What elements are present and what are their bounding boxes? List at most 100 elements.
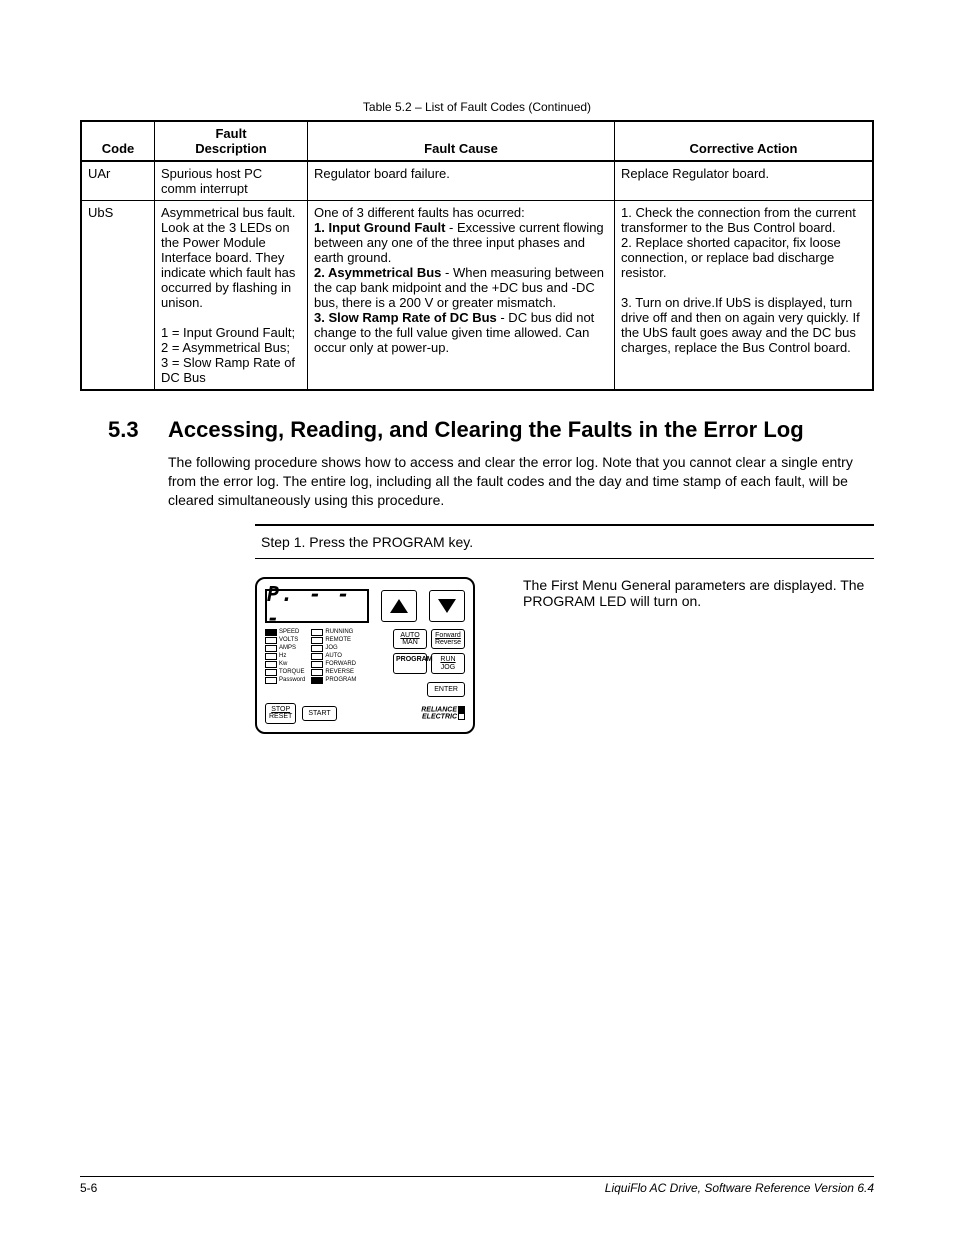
led-line: AUTO xyxy=(311,653,356,660)
cell-code: UAr xyxy=(81,161,155,201)
man-label: MAN xyxy=(402,639,418,646)
control-panel: P. - - - SPEED VOLTS AMPS Hz Kw TORQUE Passwor… xyxy=(255,577,475,734)
brand-bottom: ELECTRIC xyxy=(422,714,457,721)
cell-code: UbS xyxy=(81,201,155,391)
fault-table: Code Fault Description Fault Cause Corre… xyxy=(80,120,874,391)
led-line: REVERSE xyxy=(311,669,356,676)
th-code: Code xyxy=(81,121,155,161)
th-cause: Fault Cause xyxy=(308,121,615,161)
run-label: RUN xyxy=(440,656,455,663)
th-action: Corrective Action xyxy=(615,121,874,161)
stop-label: STOP xyxy=(271,706,290,713)
led-label: SPEED xyxy=(279,629,299,635)
doc-title: LiquiFlo AC Drive, Software Reference Ve… xyxy=(605,1181,874,1195)
table-caption: Table 5.2 – List of Fault Codes (Continu… xyxy=(80,100,874,114)
enter-button[interactable]: ENTER xyxy=(427,682,465,697)
page-number: 5-6 xyxy=(80,1181,97,1195)
auto-label: AUTO xyxy=(400,632,419,639)
led-label: JOG xyxy=(325,645,337,651)
panel-display: P. - - - xyxy=(265,589,369,623)
led-indicator-icon xyxy=(311,645,323,652)
triangle-down-icon xyxy=(438,599,456,613)
led-indicator-icon xyxy=(311,653,323,660)
program-button[interactable]: PROGRAM xyxy=(393,653,427,674)
led-label: PROGRAM xyxy=(325,677,356,683)
step-row: P. - - - SPEED VOLTS AMPS Hz Kw TORQUE Passwor… xyxy=(255,577,874,734)
down-arrow-button[interactable] xyxy=(429,590,465,622)
page-footer: 5-6 LiquiFlo AC Drive, Software Referenc… xyxy=(80,1176,874,1195)
led-line: REMOTE xyxy=(311,637,356,644)
led-indicator-icon xyxy=(311,629,323,636)
triangle-up-icon xyxy=(390,599,408,613)
led-line: Password xyxy=(265,677,305,684)
led-indicator-icon xyxy=(265,661,277,668)
led-label: VOLTS xyxy=(279,637,298,643)
cell-cause: One of 3 different faults has ocurred:1.… xyxy=(308,201,615,391)
brand-label: RELIANCE ELECTRIC xyxy=(421,706,465,721)
led-label: Password xyxy=(279,677,305,683)
led-indicator-icon xyxy=(311,669,323,676)
brand-top: RELIANCE xyxy=(421,706,457,713)
led-indicator-icon xyxy=(311,661,323,668)
led-line: SPEED xyxy=(265,629,305,636)
start-button[interactable]: START xyxy=(302,706,336,721)
led-line: RUNNING xyxy=(311,629,356,636)
led-indicator-icon xyxy=(265,637,277,644)
led-indicator-icon xyxy=(265,669,277,676)
reset-label: RESET xyxy=(269,713,292,720)
led-indicator-icon xyxy=(311,677,323,684)
led-indicator-icon xyxy=(265,677,277,684)
leds-left-column: SPEED VOLTS AMPS Hz Kw TORQUE Password xyxy=(265,629,305,697)
led-line: AMPS xyxy=(265,645,305,652)
led-label: REVERSE xyxy=(325,669,354,675)
brand-square-icon xyxy=(458,706,465,713)
led-line: JOG xyxy=(311,645,356,652)
section-paragraph: The following procedure shows how to acc… xyxy=(168,453,874,510)
led-line: FORWARD xyxy=(311,661,356,668)
step-instruction: Step 1. Press the PROGRAM key. xyxy=(255,524,874,559)
section-title: Accessing, Reading, and Clearing the Fau… xyxy=(168,417,874,443)
led-indicator-icon xyxy=(265,653,277,660)
led-label: REMOTE xyxy=(325,637,351,643)
led-label: Hz xyxy=(279,653,286,659)
led-line: Kw xyxy=(265,661,305,668)
led-indicator-icon xyxy=(265,645,277,652)
th-desc: Fault Description xyxy=(155,121,308,161)
led-line: PROGRAM xyxy=(311,677,356,684)
leds-right-column: RUNNING REMOTE JOG AUTO FORWARD REVERSE PROGRA… xyxy=(311,629,356,697)
table-row: UAr Spurious host PC comm interrupt Regu… xyxy=(81,161,873,201)
section-number: 5.3 xyxy=(80,417,168,443)
step-result: The First Menu General parameters are di… xyxy=(505,577,874,734)
led-label: FORWARD xyxy=(325,661,356,667)
panel-column: P. - - - SPEED VOLTS AMPS Hz Kw TORQUE Passwor… xyxy=(255,577,505,734)
led-label: TORQUE xyxy=(279,669,305,675)
cell-action: 1. Check the connection from the current… xyxy=(615,201,874,391)
led-line: Hz xyxy=(265,653,305,660)
forward-reverse-button[interactable]: ForwardReverse xyxy=(431,629,465,650)
led-label: AUTO xyxy=(325,653,342,659)
up-arrow-button[interactable] xyxy=(381,590,417,622)
led-line: VOLTS xyxy=(265,637,305,644)
cell-cause: Regulator board failure. xyxy=(308,161,615,201)
auto-man-button[interactable]: AUTOMAN xyxy=(393,629,427,650)
led-indicator-icon xyxy=(311,637,323,644)
page: Table 5.2 – List of Fault Codes (Continu… xyxy=(0,0,954,1235)
led-label: RUNNING xyxy=(325,629,353,635)
section-heading: 5.3 Accessing, Reading, and Clearing the… xyxy=(80,417,874,443)
cell-desc: Asymmetrical bus fault. Look at the 3 LE… xyxy=(155,201,308,391)
jog-label: JOG xyxy=(441,664,455,671)
brand-square-icon xyxy=(458,713,465,720)
run-jog-button[interactable]: RUNJOG xyxy=(431,653,465,674)
stop-reset-button[interactable]: STOPRESET xyxy=(265,703,296,724)
forward-label: Forward xyxy=(435,632,461,639)
th-desc-top: Fault xyxy=(215,126,246,141)
led-label: Kw xyxy=(279,661,287,667)
cell-desc: Spurious host PC comm interrupt xyxy=(155,161,308,201)
table-row: UbS Asymmetrical bus fault. Look at the … xyxy=(81,201,873,391)
led-label: AMPS xyxy=(279,645,296,651)
led-line: TORQUE xyxy=(265,669,305,676)
cell-action: Replace Regulator board. xyxy=(615,161,874,201)
reverse-label: Reverse xyxy=(435,639,461,646)
th-desc-bottom: Description xyxy=(195,141,267,156)
led-indicator-icon xyxy=(265,629,277,636)
